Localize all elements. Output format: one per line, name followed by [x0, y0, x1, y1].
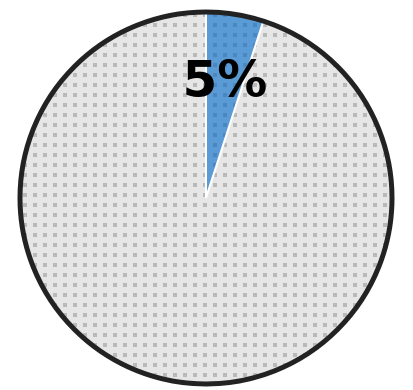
slice-label: 5%: [182, 51, 267, 109]
pie-outline: [17, 9, 395, 387]
